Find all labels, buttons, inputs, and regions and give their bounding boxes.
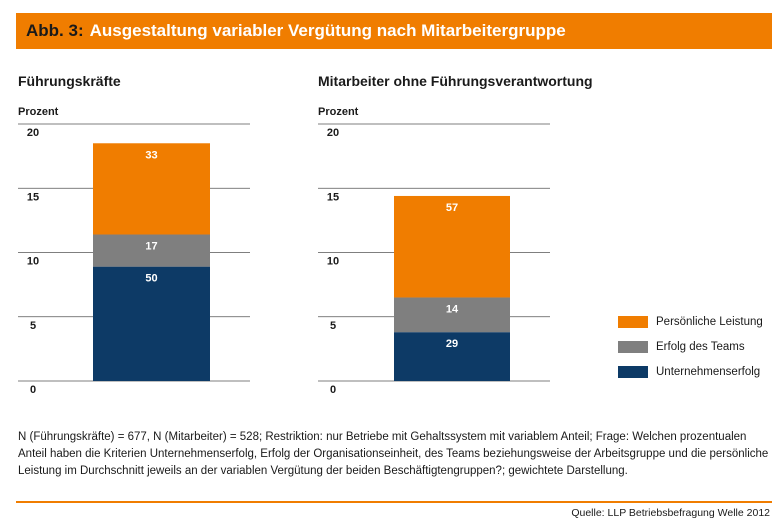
figure-header: Abb. 3: Ausgestaltung variabler Vergütun… bbox=[16, 13, 772, 49]
legend-label-unternehmen: Unternehmenserfolg bbox=[656, 366, 761, 378]
ytick-label-0-20: 20 bbox=[27, 127, 39, 139]
ytick-label-1-10: 10 bbox=[327, 256, 339, 268]
footnote: N (Führungskräfte) = 677, N (Mitarbeiter… bbox=[18, 431, 769, 477]
legend: Persönliche Leistung Erfolg des Teams Un… bbox=[618, 316, 763, 391]
ylabel-mitarbeiter: Prozent bbox=[318, 106, 359, 118]
figure-label: Abb. 3: bbox=[26, 21, 84, 40]
source-note: Quelle: LLP Betriebsbefragung Welle 2012 bbox=[571, 507, 770, 519]
ytick-label-1-5: 5 bbox=[330, 320, 336, 332]
data-label-1-1: 14 bbox=[446, 303, 459, 315]
data-label-0-1: 17 bbox=[145, 241, 157, 253]
bar-segment-1-2 bbox=[394, 195, 510, 298]
charts-svg: 0 5 10 15 20 50 17 33 0 5 10 15 20 29 14 57 bbox=[18, 123, 550, 396]
bar-segment-0-2 bbox=[93, 143, 210, 235]
legend-swatch-persoenlich bbox=[618, 316, 648, 328]
bar-segment-0-1 bbox=[93, 234, 210, 267]
legend-swatch-team bbox=[618, 341, 648, 353]
bar-segment-0-0 bbox=[93, 266, 210, 381]
bar-segment-1-1 bbox=[394, 297, 510, 333]
ytick-label-0-15: 15 bbox=[27, 191, 39, 203]
legend-item-unternehmen: Unternehmenserfolg bbox=[618, 366, 763, 378]
data-label-1-0: 29 bbox=[446, 338, 458, 350]
bar-segment-1-0 bbox=[394, 332, 510, 381]
data-label-1-2: 57 bbox=[446, 202, 458, 214]
data-label-0-0: 50 bbox=[145, 273, 157, 285]
ytick-label-0-0: 0 bbox=[30, 384, 36, 396]
legend-swatch-unternehmen bbox=[618, 366, 648, 378]
legend-label-persoenlich: Persönliche Leistung bbox=[656, 316, 763, 328]
ytick-label-1-20: 20 bbox=[327, 127, 339, 139]
legend-item-team: Erfolg des Teams bbox=[618, 341, 763, 353]
chart-title-mitarbeiter: Mitarbeiter ohne Führungsverantwortung bbox=[318, 73, 593, 89]
figure-title: Ausgestaltung variabler Vergütung nach M… bbox=[89, 21, 566, 40]
ytick-label-0-5: 5 bbox=[30, 320, 36, 332]
chart-title-fuehrungskraefte: Führungskräfte bbox=[18, 73, 121, 89]
ytick-label-0-10: 10 bbox=[27, 256, 39, 268]
ylabel-fuehrungskraefte: Prozent bbox=[18, 106, 59, 118]
legend-item-persoenlich: Persönliche Leistung bbox=[618, 316, 763, 328]
ytick-label-1-0: 0 bbox=[330, 384, 336, 396]
data-label-0-2: 33 bbox=[145, 149, 157, 161]
bottom-rule bbox=[16, 501, 772, 503]
ytick-label-1-15: 15 bbox=[327, 191, 339, 203]
legend-label-team: Erfolg des Teams bbox=[656, 341, 745, 353]
